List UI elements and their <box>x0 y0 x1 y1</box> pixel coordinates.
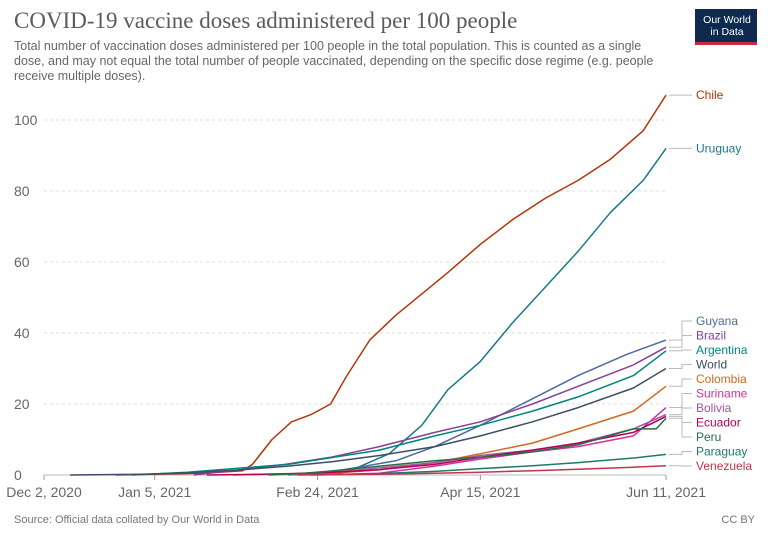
label-connector <box>669 393 692 409</box>
y-axis: 0 20 40 60 80 100 <box>14 112 38 483</box>
series-line-chile <box>115 94 667 476</box>
series-line-venezuela <box>297 465 667 476</box>
license-note[interactable]: CC BY <box>721 514 755 526</box>
series-line-world <box>70 367 667 476</box>
series-label-peru: Peru <box>696 430 721 444</box>
series-line-peru <box>268 417 667 476</box>
series-label-venezuela: Venezuela <box>696 459 752 473</box>
owid-logo[interactable]: Our World in Data <box>695 9 757 45</box>
label-connector <box>669 417 692 438</box>
series-lines <box>70 94 667 476</box>
series-line-uruguay <box>333 147 667 476</box>
label-connector <box>669 335 692 348</box>
label-connector <box>669 415 692 423</box>
logo-line-1: Our World <box>703 14 751 26</box>
series-label-world: World <box>696 358 727 372</box>
series-label-uruguay: Uruguay <box>696 141 741 155</box>
series-line-argentina <box>131 350 667 476</box>
series-label-guyana: Guyana <box>696 314 738 328</box>
y-tick-label: 100 <box>14 112 38 128</box>
y-tick-label: 60 <box>14 254 30 270</box>
x-tick-label: Apr 15, 2021 <box>440 484 520 500</box>
series-label-suriname: Suriname <box>696 387 748 401</box>
x-tick-label: Feb 24, 2021 <box>276 484 359 500</box>
logo-accent-bar <box>695 42 757 45</box>
label-connector <box>669 407 692 416</box>
grid-layer <box>44 119 666 476</box>
source-note[interactable]: Source: Official data collated by Our Wo… <box>14 514 260 526</box>
y-tick-label: 80 <box>14 183 30 199</box>
series-label-colombia: Colombia <box>696 372 747 386</box>
series-label-ecuador: Ecuador <box>696 416 741 430</box>
y-tick-label: 40 <box>14 325 30 341</box>
x-tick-label: Jun 11, 2021 <box>626 484 706 500</box>
series-line-paraguay <box>310 453 667 476</box>
x-tick-label: Jan 5, 2021 <box>118 484 191 500</box>
series-line-suriname <box>320 407 667 476</box>
series-label-bolivia: Bolivia <box>696 401 732 415</box>
series-labels: Chile Uruguay GuyanaBrazilArgentinaWorldCo… <box>669 88 752 473</box>
label-connector <box>669 451 692 455</box>
series-line-brazil <box>193 346 667 476</box>
chart-subtitle: Total number of vaccination doses admini… <box>14 39 654 83</box>
series-label-paraguay: Paraguay <box>696 445 747 459</box>
series-line-bolivia <box>232 413 667 476</box>
y-tick-label: 20 <box>14 396 30 412</box>
label-connector <box>669 364 692 369</box>
logo-line-2: in Data <box>710 26 744 38</box>
x-tick-label: Dec 2, 2020 <box>6 484 82 500</box>
series-label-brazil: Brazil <box>696 329 726 343</box>
label-connector <box>669 320 692 341</box>
chart-title: COVID-19 vaccine doses administered per … <box>14 8 518 33</box>
y-tick-label: 0 <box>14 467 22 483</box>
series-label-argentina: Argentina <box>696 343 748 357</box>
series-label-chile: Chile <box>696 88 724 102</box>
label-connector <box>669 378 692 387</box>
x-axis: Dec 2, 2020 Jan 5, 2021 Feb 24, 2021 Apr 15… <box>6 475 706 500</box>
label-connector <box>669 349 692 352</box>
series-line-colombia <box>294 385 667 476</box>
